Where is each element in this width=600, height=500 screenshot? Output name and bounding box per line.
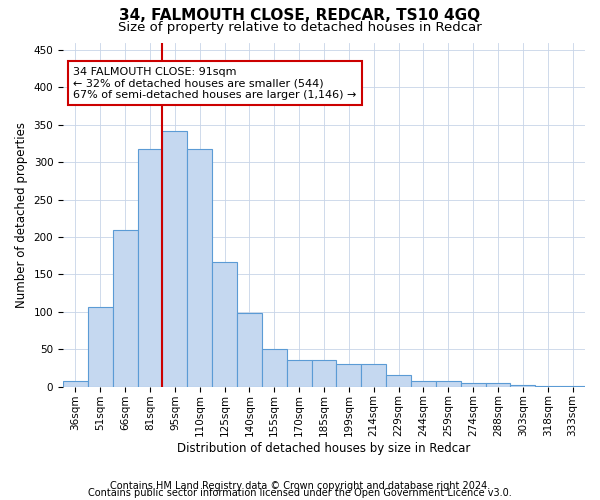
Bar [337, 364, 361, 386]
Text: 34 FALMOUTH CLOSE: 91sqm
← 32% of detached houses are smaller (544)
67% of semi-: 34 FALMOUTH CLOSE: 91sqm ← 32% of detach… [73, 66, 357, 100]
Bar [88, 306, 113, 386]
Bar [386, 376, 411, 386]
Bar [511, 385, 535, 386]
Bar [436, 380, 461, 386]
Bar [212, 262, 237, 386]
Bar [237, 312, 262, 386]
Bar [461, 383, 485, 386]
Bar [262, 350, 287, 387]
Text: Contains HM Land Registry data © Crown copyright and database right 2024.: Contains HM Land Registry data © Crown c… [110, 481, 490, 491]
Bar [485, 383, 511, 386]
Bar [113, 230, 137, 386]
Bar [63, 382, 88, 386]
Bar [311, 360, 337, 386]
Text: Contains public sector information licensed under the Open Government Licence v3: Contains public sector information licen… [88, 488, 512, 498]
Y-axis label: Number of detached properties: Number of detached properties [15, 122, 28, 308]
X-axis label: Distribution of detached houses by size in Redcar: Distribution of detached houses by size … [178, 442, 471, 455]
Bar [361, 364, 386, 386]
Bar [187, 148, 212, 386]
Bar [163, 131, 187, 386]
Bar [137, 148, 163, 386]
Bar [411, 380, 436, 386]
Text: Size of property relative to detached houses in Redcar: Size of property relative to detached ho… [118, 21, 482, 34]
Bar [287, 360, 311, 386]
Text: 34, FALMOUTH CLOSE, REDCAR, TS10 4GQ: 34, FALMOUTH CLOSE, REDCAR, TS10 4GQ [119, 8, 481, 22]
